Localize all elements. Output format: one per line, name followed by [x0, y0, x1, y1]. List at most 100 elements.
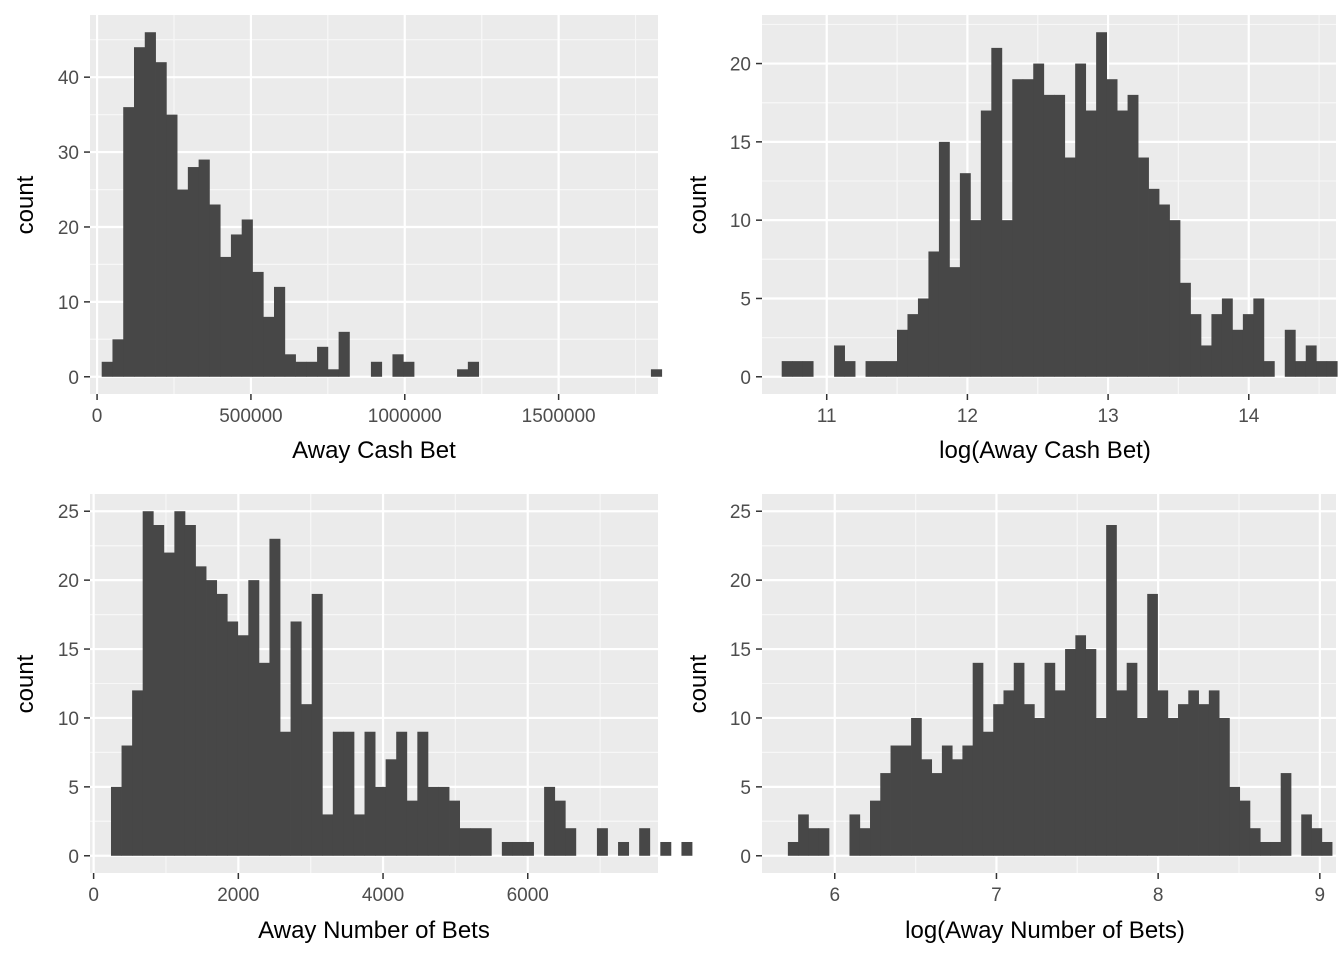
histogram-bar — [1211, 314, 1223, 377]
histogram-bar — [290, 621, 302, 856]
histogram-bar — [155, 62, 167, 377]
histogram-bar — [1263, 361, 1275, 377]
histogram-bar — [406, 800, 418, 856]
histogram-bar — [1147, 593, 1158, 856]
x-tick-label: 0 — [92, 406, 103, 427]
y-tick-label: 0 — [68, 847, 79, 868]
histogram-bar — [184, 525, 196, 856]
histogram-bar — [1208, 690, 1220, 856]
histogram-bar — [306, 361, 318, 377]
histogram-bar — [650, 369, 663, 377]
histogram-bar — [343, 731, 355, 856]
histogram-bar — [121, 745, 133, 856]
y-tick-label: 10 — [730, 709, 751, 730]
histogram-bar — [392, 354, 404, 377]
histogram-bar — [187, 167, 200, 377]
histogram-bar — [1003, 690, 1015, 856]
y-tick-label: 15 — [730, 133, 751, 154]
y-tick-label: 0 — [740, 847, 751, 868]
histogram-panel-2: 11 12 13 14 0 5 10 15 20 log(Away Cash Bet) count — [685, 15, 1338, 464]
y-tick-label: 5 — [68, 778, 79, 799]
histogram-bar — [375, 786, 387, 856]
y-tick-label: 5 — [740, 289, 751, 310]
x-tick-label: 11 — [817, 406, 837, 427]
histogram-bar — [1253, 298, 1265, 377]
histogram-bar — [274, 286, 286, 377]
histogram-bar — [220, 256, 232, 377]
y-tick-label: 20 — [730, 55, 751, 76]
histogram-bar — [134, 47, 146, 377]
histogram-bar — [501, 841, 513, 856]
histogram-bar — [1012, 79, 1024, 377]
histogram-bar — [153, 525, 165, 856]
histogram-bar — [949, 267, 961, 377]
y-axis-title: count — [685, 175, 712, 234]
histogram-bar — [396, 731, 408, 856]
histogram-bar — [808, 828, 820, 856]
histogram-bar — [907, 314, 919, 377]
x-tick-label: 9 — [1315, 885, 1326, 906]
histogram-bar — [142, 511, 154, 856]
histogram-bar — [1136, 717, 1148, 856]
histogram-bar — [1034, 717, 1045, 856]
histogram-bar — [900, 745, 912, 856]
histogram-bar — [596, 828, 608, 856]
histogram-bar — [284, 354, 296, 377]
histogram-bar — [1280, 773, 1292, 856]
histogram-bar — [660, 841, 672, 856]
histogram-bar — [639, 828, 651, 856]
x-tick-label: 2000 — [217, 885, 259, 906]
y-tick-label: 25 — [58, 502, 79, 523]
histogram-bar — [166, 114, 178, 377]
histogram-bar — [332, 731, 344, 856]
histogram-bar — [1116, 690, 1128, 856]
histogram-bar — [301, 704, 313, 856]
histogram-bar — [554, 800, 566, 856]
histogram-bar — [844, 361, 856, 377]
histogram-bar — [802, 361, 814, 377]
histogram-bar — [467, 361, 480, 377]
histogram-bar — [1148, 188, 1160, 377]
histogram-bar — [938, 141, 950, 377]
histogram-bar — [1096, 32, 1108, 377]
histogram-bar — [269, 538, 281, 856]
histogram-bar — [1188, 690, 1199, 856]
histogram-bar — [1249, 828, 1261, 856]
histogram-bar — [252, 271, 264, 377]
histogram-bar — [1106, 525, 1117, 856]
histogram-bar — [970, 220, 982, 377]
histogram-bar — [1024, 704, 1035, 856]
histogram-bar — [781, 361, 793, 377]
histogram-bar — [870, 800, 881, 856]
histogram-bar — [241, 219, 253, 377]
histogram-bar — [132, 690, 144, 856]
histogram-bar — [980, 110, 992, 377]
x-axis-title: Away Number of Bets — [258, 917, 490, 944]
y-tick-label: 10 — [58, 293, 79, 314]
histogram-bar — [959, 173, 971, 377]
histogram-bar — [480, 828, 492, 856]
histogram-bar — [1316, 361, 1328, 377]
histogram-bar — [209, 204, 221, 377]
histogram-bar — [1301, 814, 1312, 856]
histogram-bar — [144, 32, 156, 377]
histogram-bar — [952, 759, 963, 856]
histogram-bar — [230, 234, 243, 377]
histogram-panel-3: 0 2000 4000 6000 0 5 10 15 20 25 Away Number of Be… — [12, 494, 693, 944]
y-tick-label: 10 — [58, 709, 79, 730]
histogram-bar — [1190, 314, 1202, 377]
histogram-bar — [931, 773, 943, 856]
histogram-bar — [565, 828, 577, 856]
histogram-bar — [941, 745, 953, 856]
y-tick-label: 15 — [58, 640, 79, 661]
x-axis-title: log(Away Number of Bets) — [905, 917, 1185, 944]
histogram-bar — [1200, 345, 1212, 377]
histogram-bar — [1054, 690, 1066, 856]
histogram-bar — [1138, 157, 1149, 377]
y-axis-title: count — [12, 654, 39, 713]
histogram-bar — [403, 361, 415, 377]
histogram-bar — [1239, 800, 1251, 856]
histogram-bar — [834, 345, 845, 377]
histogram-bar — [1179, 282, 1191, 377]
